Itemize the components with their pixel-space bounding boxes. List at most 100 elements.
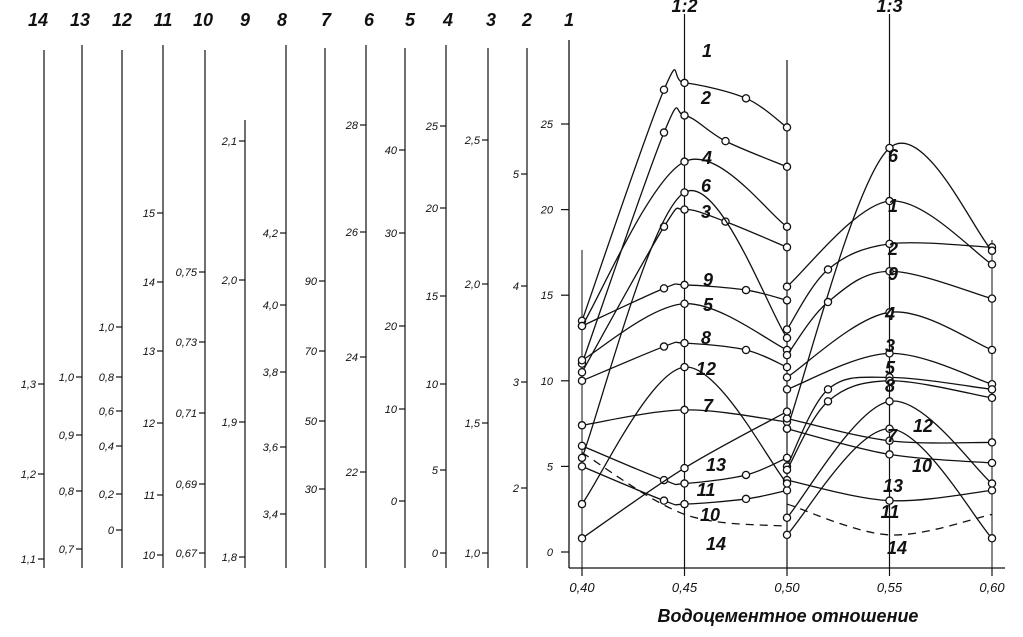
series-13-label: 13 — [706, 455, 726, 475]
series-7-point — [577, 421, 587, 430]
series-1-point — [680, 78, 689, 88]
series-14-right-line — [786, 503, 993, 536]
series-12-label: 12 — [913, 416, 933, 436]
series-11-point — [577, 441, 587, 451]
series-10-point — [659, 496, 669, 505]
series-7-point — [680, 405, 689, 415]
series-12-point — [782, 479, 792, 488]
series-1-point — [741, 94, 751, 103]
series-11-label: 11 — [881, 502, 900, 522]
scale-label-6: 6 — [364, 10, 375, 30]
scale-tick-label-13: 0,8 — [59, 486, 75, 498]
x-tick-label: 0,60 — [979, 580, 1005, 595]
series-9-point — [659, 284, 669, 293]
scale-tick-label-14: 1,3 — [21, 379, 37, 391]
scale-label-13: 13 — [70, 10, 90, 30]
series-6-point — [782, 333, 792, 343]
scale-tick-label-7: 70 — [305, 346, 318, 358]
series-8-point — [659, 342, 669, 351]
y-tick-label: 20 — [540, 205, 554, 217]
scale-tick-label-4: 20 — [425, 203, 439, 215]
scale-tick-label-11: 11 — [144, 490, 155, 502]
series-9-point — [782, 296, 792, 305]
series-13-point — [885, 424, 894, 433]
series-2-right-line — [786, 242, 993, 330]
series-3-label: 3 — [885, 336, 895, 356]
series-9-point — [680, 280, 689, 290]
scale-label-8: 8 — [277, 10, 287, 30]
series-10-point — [577, 462, 587, 471]
series-2-left-line — [581, 107, 788, 364]
series-7-point — [885, 436, 894, 445]
scale-tick-label-13: 0,9 — [59, 430, 74, 442]
scale-label-11: 11 — [154, 10, 173, 30]
series-10-point — [782, 486, 792, 495]
series-6-label: 6 — [701, 176, 712, 196]
series-10-point — [987, 458, 997, 468]
series-2-point — [782, 325, 792, 334]
series-9-point — [782, 350, 792, 360]
series-6-point — [885, 143, 894, 153]
ratio-label: 1:2 — [671, 0, 697, 16]
y-tick-label: 10 — [541, 376, 554, 388]
scale-tick-label-3: 1,5 — [465, 418, 481, 430]
series-9-point — [741, 285, 751, 295]
scale-tick-label-12: 0,4 — [99, 441, 114, 453]
series-11-point — [782, 453, 792, 463]
x-tick-label: 0,50 — [774, 580, 800, 595]
series-2-point — [659, 128, 669, 137]
series-2-point — [823, 265, 833, 274]
series-1-label: 1 — [702, 41, 712, 61]
series-3-label: 3 — [701, 202, 711, 222]
y-tick-label: 25 — [540, 119, 554, 131]
scale-tick-label-8: 4,0 — [263, 300, 279, 312]
scale-tick-label-4: 0 — [432, 548, 439, 560]
scale-tick-label-10: 0,71 — [176, 408, 197, 420]
scale-tick-label-3: 1,0 — [465, 548, 481, 560]
scale-tick-label-10: 0,73 — [176, 337, 198, 349]
scale-tick-label-10: 0,67 — [176, 548, 198, 560]
series-3-point — [782, 243, 792, 252]
scale-tick-label-10: 0,75 — [176, 267, 198, 279]
scale-tick-label-2: 3 — [513, 377, 520, 389]
series-12-point — [680, 362, 689, 372]
series-7-point — [987, 438, 997, 447]
series-1-point — [782, 123, 792, 132]
series-4-point — [680, 157, 689, 166]
series-4-label: 4 — [884, 304, 895, 324]
series-10-label: 10 — [700, 505, 720, 525]
series-4-label: 4 — [701, 148, 712, 168]
scale-label-9: 9 — [240, 10, 250, 30]
scale-label-3: 3 — [486, 10, 496, 30]
series-9-label: 9 — [888, 264, 898, 284]
series-13-point — [577, 534, 587, 543]
series-8-point — [741, 345, 751, 355]
scale-label-12: 12 — [112, 10, 132, 30]
series-12-point — [782, 513, 792, 523]
scale-label-7: 7 — [321, 10, 332, 30]
series-5-label: 5 — [703, 295, 714, 315]
series-1-point — [782, 282, 792, 291]
series-2-point — [885, 239, 894, 249]
scale-tick-label-5: 30 — [385, 228, 398, 240]
scale-tick-label-2: 5 — [513, 169, 520, 181]
scale-tick-label-4: 10 — [426, 379, 439, 391]
series-10-point — [741, 494, 751, 504]
series-11-point — [987, 486, 997, 495]
series-5-point — [823, 385, 833, 394]
scale-tick-label-12: 0 — [108, 525, 115, 537]
scale-tick-label-6: 28 — [345, 120, 359, 132]
series-9-point — [885, 266, 894, 276]
scale-tick-label-6: 22 — [345, 467, 358, 479]
series-8-point — [823, 397, 833, 406]
series-1-point — [659, 85, 669, 95]
scale-tick-label-11: 12 — [143, 418, 155, 430]
series-3-point — [680, 205, 689, 214]
series-14-label: 14 — [887, 538, 907, 558]
series-11-point — [741, 470, 751, 480]
series-14-left-line — [581, 452, 788, 527]
series-4-point — [782, 373, 792, 382]
series-8-point — [987, 393, 997, 403]
scale-tick-label-11: 10 — [143, 550, 156, 562]
